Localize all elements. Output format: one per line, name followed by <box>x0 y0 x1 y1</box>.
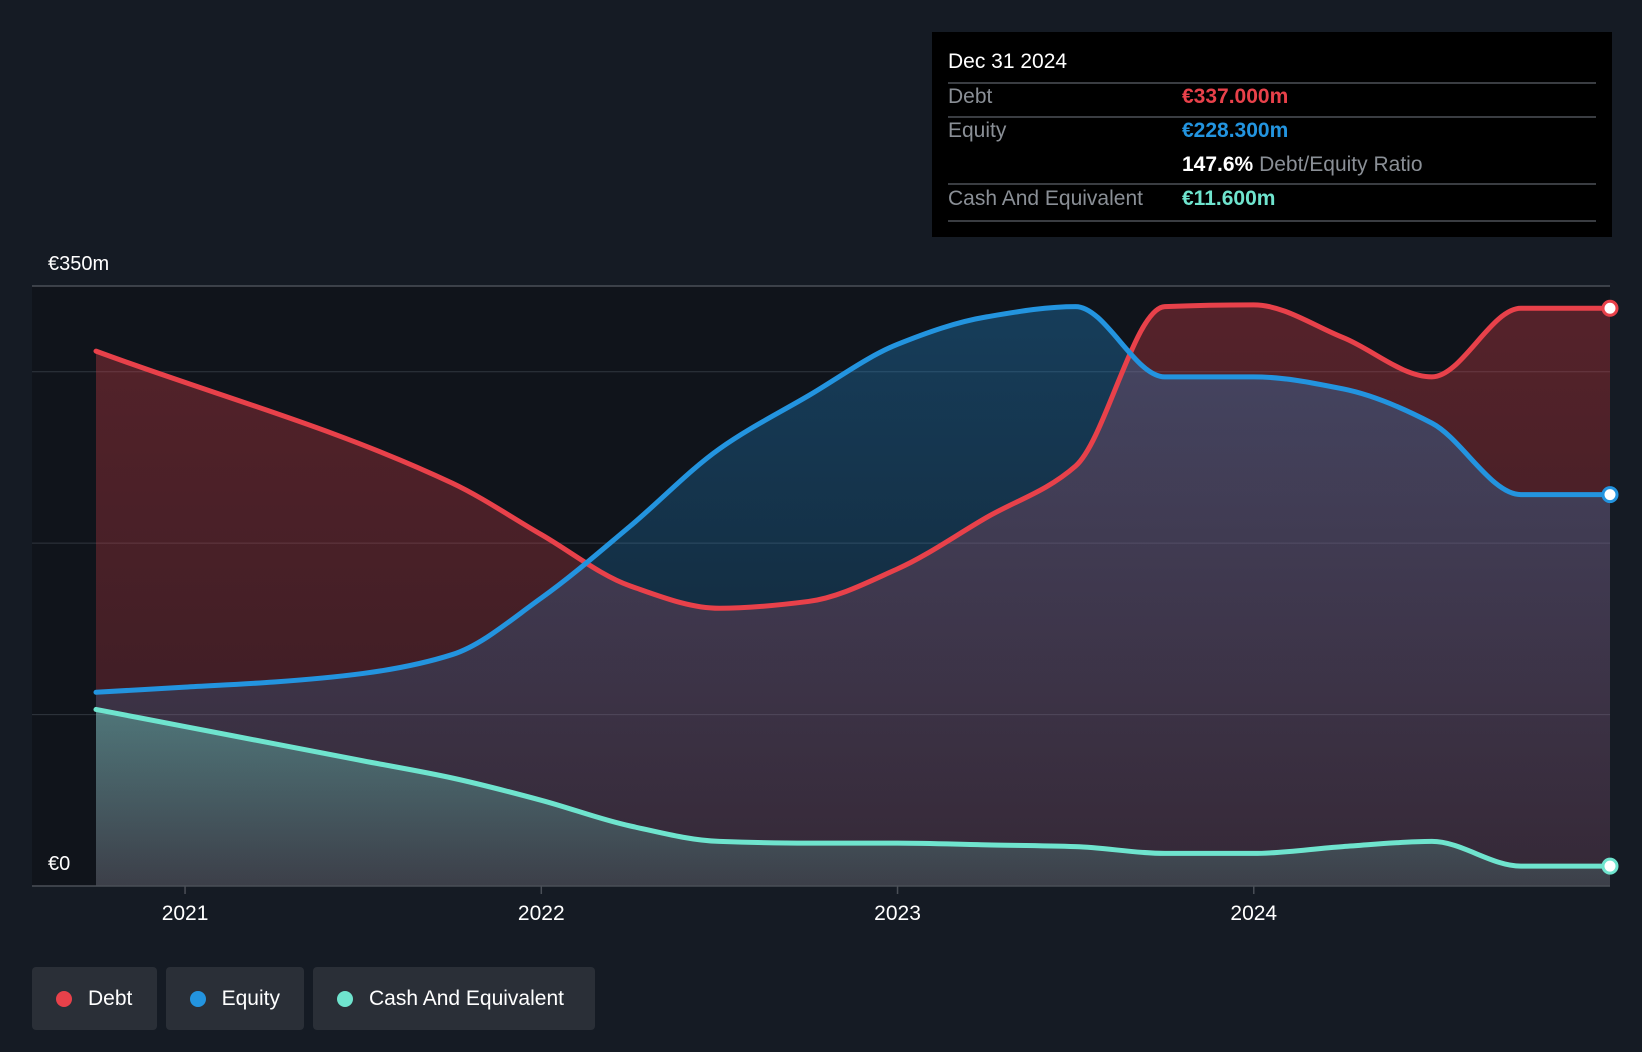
tooltip-equity-label: Equity <box>948 119 1007 142</box>
axes: 2021 2022 2023 2024 <box>32 885 1610 925</box>
x-tick-label-2022: 2022 <box>518 902 565 925</box>
tooltip-cash-value: €11.600m <box>1182 187 1276 210</box>
cash-end-marker[interactable] <box>1601 857 1619 875</box>
tooltip-ratio-value: 147.6% <box>1182 153 1254 176</box>
legend-label-debt: Debt <box>88 986 133 1010</box>
debt-dot-icon <box>56 990 72 1007</box>
legend-item-cash[interactable]: Cash And Equivalent <box>313 967 595 1030</box>
debt-line <box>93 302 1613 611</box>
equity-end-marker[interactable] <box>1601 486 1619 504</box>
tooltip-divider <box>948 183 1596 185</box>
y-axis-top-label: €350m <box>48 253 109 275</box>
series-end-markers <box>1601 299 1619 875</box>
legend-label-cash: Cash And Equivalent <box>369 986 564 1010</box>
chart-legend: Debt Equity Cash And Equivalent <box>32 967 595 1030</box>
debt-end-marker[interactable] <box>1601 299 1619 317</box>
tooltip-ratio: 147.6% Debt/Equity Ratio <box>1182 153 1423 177</box>
tooltip-ratio-label: Debt/Equity Ratio <box>1259 153 1423 176</box>
tooltip-cash-label: Cash And Equivalent <box>948 187 1143 210</box>
data-tooltip: Dec 31 2024 Debt €337.000m Equity €228.3… <box>932 32 1612 237</box>
equity-line <box>93 304 1613 695</box>
x-tick-label-2021: 2021 <box>162 902 209 925</box>
equity-dot-icon <box>190 990 206 1007</box>
tooltip-divider <box>948 116 1596 118</box>
cash-dot-icon <box>337 990 353 1007</box>
legend-label-equity: Equity <box>221 986 280 1010</box>
tooltip-equity-value: €228.300m <box>1182 119 1289 142</box>
tooltip-divider <box>948 220 1596 222</box>
cash-line <box>93 706 1613 869</box>
tooltip-debt-value: €337.000m <box>1182 85 1289 108</box>
legend-item-debt[interactable]: Debt <box>32 967 157 1030</box>
tooltip-divider <box>948 82 1596 84</box>
cash-area <box>96 709 1610 886</box>
y-axis-bottom-label: €0 <box>48 853 70 875</box>
series-lines <box>93 302 1613 869</box>
legend-item-equity[interactable]: Equity <box>166 967 304 1030</box>
tooltip-date: Dec 31 2024 <box>948 50 1068 73</box>
x-tick-label-2023: 2023 <box>874 902 921 925</box>
tooltip-debt-label: Debt <box>948 85 993 108</box>
x-tick-label-2024: 2024 <box>1230 902 1277 925</box>
equity-area <box>96 306 1610 886</box>
series-areas <box>96 304 1610 886</box>
